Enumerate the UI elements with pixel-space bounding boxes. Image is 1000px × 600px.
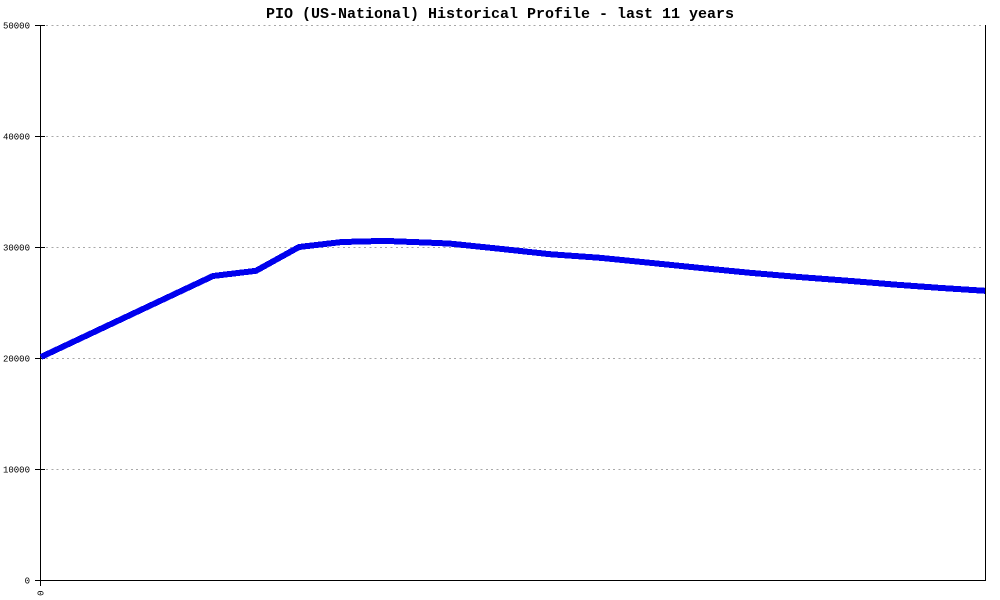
svg-text:20000: 20000: [3, 354, 30, 364]
svg-text:50000: 50000: [3, 21, 30, 31]
svg-text:10000: 10000: [3, 465, 30, 475]
svg-text:40000: 40000: [3, 132, 30, 142]
svg-text:PIO (US-National) Historical P: PIO (US-National) Historical Profile - l…: [266, 6, 734, 23]
svg-text:0: 0: [37, 590, 47, 595]
svg-text:30000: 30000: [3, 243, 30, 253]
svg-text:0: 0: [25, 576, 30, 586]
